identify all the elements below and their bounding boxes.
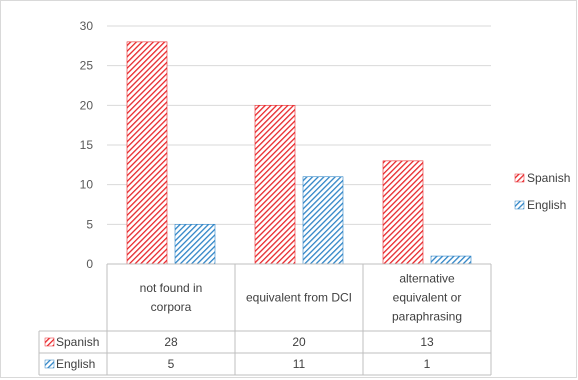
y-tick-label: 30 [80, 19, 94, 33]
category-label: equivalent or [393, 291, 462, 305]
bars [126, 41, 472, 265]
table-value: 13 [420, 335, 434, 349]
legend-key-english [514, 200, 525, 210]
table-series-label: English [56, 357, 95, 371]
table-value: 28 [164, 335, 178, 349]
y-axis: 0 5 10 15 20 25 30 [80, 19, 94, 271]
category-label: corpora [151, 300, 192, 314]
data-table: not found in corpora equivalent from DCI al… [38, 263, 492, 376]
legend-key-spanish [514, 173, 525, 183]
category-label: alternative [399, 272, 455, 286]
bar-spanish [126, 41, 168, 265]
table-value: 11 [293, 357, 306, 371]
table-key-spanish [44, 337, 55, 347]
table-value: 20 [292, 335, 306, 349]
bar-english [430, 255, 472, 265]
category-label: equivalent from DCI [246, 291, 352, 305]
y-tick-label: 10 [80, 178, 94, 192]
legend-label-english: English [527, 198, 566, 212]
table-value: 1 [424, 357, 431, 371]
legend-label-spanish: Spanish [527, 171, 570, 185]
bar-spanish [382, 160, 424, 265]
gridlines [107, 25, 491, 265]
bar-english [174, 224, 216, 265]
bar-spanish [254, 105, 296, 265]
table-key-english [44, 359, 55, 369]
legend: Spanish English [514, 171, 570, 212]
y-tick-label: 25 [80, 59, 94, 73]
table-value: 5 [168, 357, 175, 371]
category-label: not found in [140, 281, 203, 295]
y-tick-label: 5 [86, 217, 93, 231]
table-series-label: Spanish [56, 335, 99, 349]
bar-english [302, 176, 344, 265]
y-tick-label: 15 [80, 138, 94, 152]
y-tick-label: 0 [86, 257, 93, 271]
y-tick-label: 20 [80, 98, 94, 112]
category-label: paraphrasing [392, 310, 462, 324]
